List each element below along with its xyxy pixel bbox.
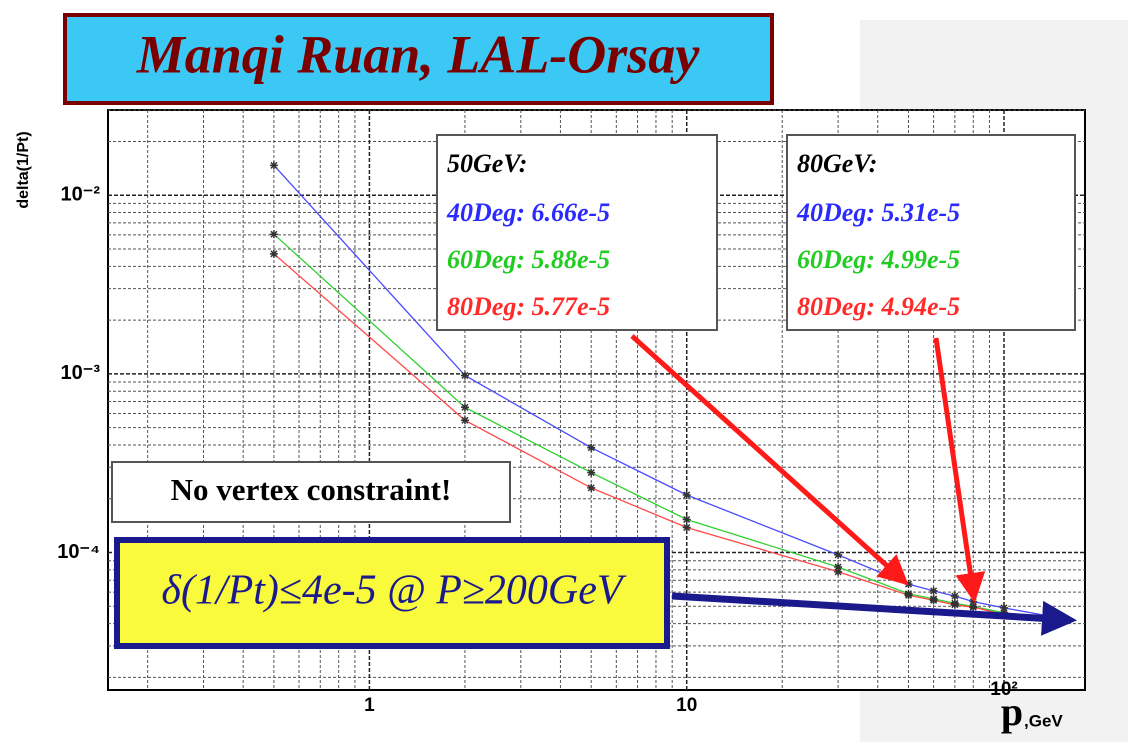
y-axis-label: delta(1/Pt): [15, 131, 32, 208]
marker: [682, 515, 691, 524]
arrow: [671, 592, 1077, 636]
x-axis-unit: ,GeV: [1024, 711, 1063, 730]
marker: [1000, 603, 1008, 612]
arrow: [933, 337, 986, 603]
marker: [269, 161, 278, 170]
annotation-boxes: 50GeV: 40Deg: 6.66e-5 60Deg: 5.88e-5 80Deg:…: [436, 134, 1076, 331]
marker: [460, 403, 469, 412]
x-tick-label: 10²: [990, 679, 1017, 700]
marker: [460, 416, 469, 425]
marker: [969, 603, 978, 612]
marker: [950, 600, 959, 609]
title-box: [63, 13, 774, 105]
marker: [950, 592, 959, 601]
marker: [904, 580, 913, 589]
marker: [587, 443, 596, 452]
marker: [587, 483, 596, 492]
box-line: 80Deg: 5.77e-5: [447, 292, 610, 321]
y-tick-label: 10⁻⁴: [57, 541, 100, 563]
annotation-box: [786, 134, 1076, 331]
x-tick-label: 10: [676, 695, 697, 716]
marker: [834, 550, 843, 559]
box-title: 80GeV:: [797, 149, 877, 178]
box-line: 80Deg: 4.94e-5: [797, 292, 960, 321]
marker: [929, 596, 938, 605]
box-line: 60Deg: 4.99e-5: [797, 245, 960, 274]
marker: [834, 567, 843, 576]
note: No vertex constraint!: [171, 472, 452, 507]
marker: [929, 586, 938, 595]
y-tick-label: 10⁻³: [61, 362, 101, 384]
note-box: [111, 461, 511, 523]
marker: [269, 230, 278, 239]
box-line: 40Deg: 6.66e-5: [446, 198, 610, 227]
highlight-box: [114, 537, 670, 649]
box-line: 60Deg: 5.88e-5: [447, 245, 610, 274]
x-tick-label: 1: [364, 695, 375, 716]
arrow: [630, 334, 909, 586]
box-line: 40Deg: 5.31e-5: [796, 198, 960, 227]
marker: [269, 249, 278, 258]
marker: [682, 490, 691, 499]
annotation-box: [436, 134, 718, 331]
y-tick-label: 10⁻²: [61, 184, 101, 206]
x-axis-label: p: [1001, 689, 1023, 734]
marker: [587, 468, 596, 477]
marker: [834, 562, 843, 571]
highlight: δ(1/Pt)≤4e-5 @ P≥200GeV: [161, 568, 626, 614]
box-title: 50GeV:: [447, 149, 527, 178]
marker: [460, 371, 469, 380]
chart-title: Manqi Ruan, LAL-Orsay: [136, 24, 701, 84]
marker: [682, 523, 691, 532]
marker: [904, 591, 913, 600]
